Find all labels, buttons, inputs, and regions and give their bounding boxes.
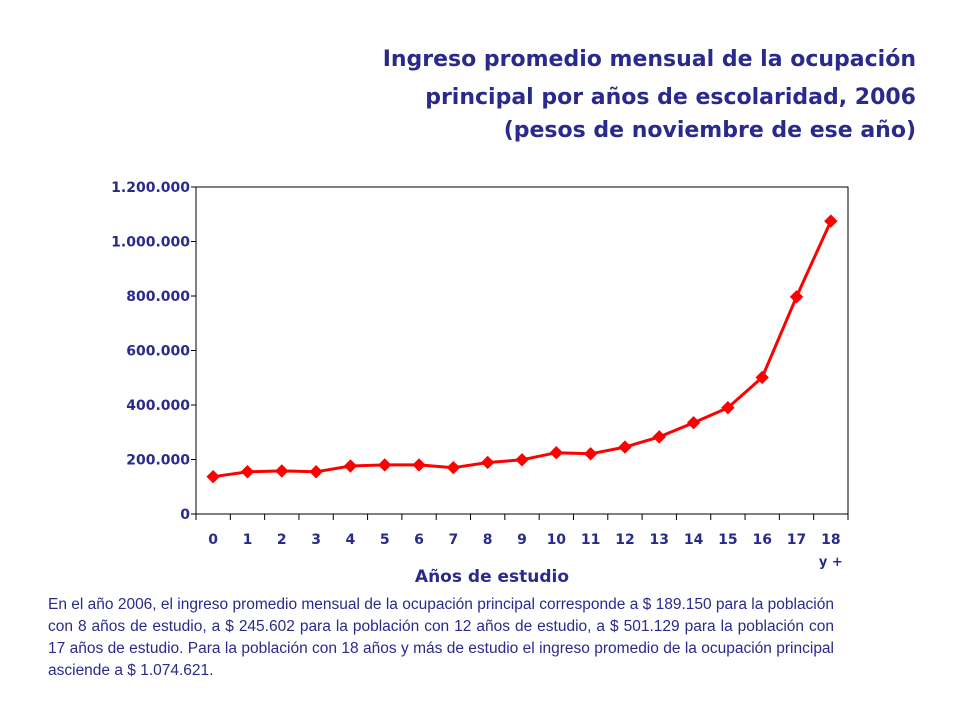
data-point xyxy=(583,447,598,461)
x-tick-sublabel: y + xyxy=(819,555,843,570)
data-point xyxy=(721,401,735,415)
x-tick-label: 14 xyxy=(684,532,704,548)
data-point xyxy=(824,214,838,228)
series-layer xyxy=(206,214,838,484)
y-tick-label: 200.000 xyxy=(126,453,190,469)
y-tick-label: 1.200.000 xyxy=(111,180,190,196)
x-axis-title: Años de estudio xyxy=(415,567,569,587)
x-tick-label: 5 xyxy=(380,532,390,548)
data-point xyxy=(343,459,358,473)
x-tick-label: 3 xyxy=(311,532,321,548)
x-tick-label: 1 xyxy=(243,532,253,548)
x-tick-label: 16 xyxy=(752,532,771,548)
x-tick-label: 2 xyxy=(277,532,287,548)
y-tick-label: 400.000 xyxy=(126,398,190,414)
chart-title-line-2: principal por años de escolaridad, 2006 xyxy=(425,85,916,110)
x-axis: 0 1 2 3 4 5 6 7 8 9 10 11 12 13 14 15 16 17 18y + xyxy=(195,514,849,570)
chart-caption: En el año 2006, el ingreso promedio mens… xyxy=(48,596,834,679)
x-tick-label: 15 xyxy=(718,532,737,548)
chart-title-line-1: Ingreso promedio mensual de la ocupación xyxy=(382,47,916,72)
data-point xyxy=(480,455,495,470)
y-tick-label: 1.000.000 xyxy=(111,235,190,251)
data-point xyxy=(515,453,529,467)
data-point xyxy=(309,465,323,479)
data-point xyxy=(275,464,289,478)
chart-title-line-3: (pesos de noviembre de ese año) xyxy=(503,118,916,143)
x-tick-label: 6 xyxy=(414,532,424,548)
data-point xyxy=(206,469,220,484)
data-point xyxy=(378,458,392,472)
income-line-chart: 0 200.000 400.000 600.000 800.000 1.000.000 1.… xyxy=(111,180,849,587)
data-point xyxy=(412,458,426,472)
data-point xyxy=(240,465,255,479)
data-point xyxy=(789,290,804,304)
data-point xyxy=(755,370,769,385)
x-tick-label: 10 xyxy=(547,532,567,548)
data-point xyxy=(549,445,564,460)
data-point xyxy=(652,430,666,444)
y-tick-label: 0 xyxy=(180,507,190,523)
data-point xyxy=(686,416,701,430)
x-tick-label: 4 xyxy=(346,532,356,548)
x-tick-label: 12 xyxy=(615,532,634,548)
x-tick-label: 11 xyxy=(581,532,600,548)
x-tick-label: 7 xyxy=(448,532,458,548)
x-tick-label: 8 xyxy=(483,532,493,548)
series-line xyxy=(212,220,833,479)
y-tick-label: 800.000 xyxy=(126,289,190,305)
y-tick-label: 600.000 xyxy=(126,344,190,360)
x-tick-label: 13 xyxy=(650,532,669,548)
x-tick-label: 9 xyxy=(517,532,527,548)
x-tick-label: 18 xyxy=(821,532,840,548)
data-point xyxy=(618,440,632,454)
x-tick-label: 17 xyxy=(787,532,806,548)
data-point xyxy=(446,460,461,475)
x-tick-label: 0 xyxy=(208,532,218,548)
y-axis: 0 200.000 400.000 600.000 800.000 1.000.000 1.… xyxy=(111,180,196,523)
